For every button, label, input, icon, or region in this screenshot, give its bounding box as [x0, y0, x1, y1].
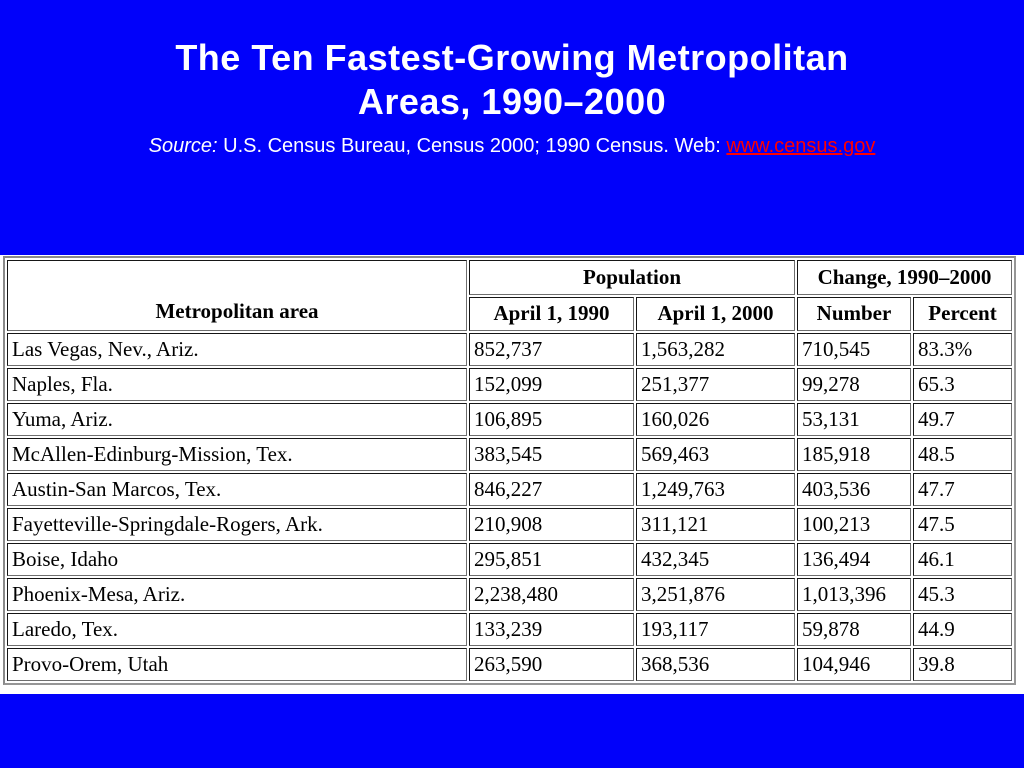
table-row: Las Vegas, Nev., Ariz. 852,737 1,563,282… — [7, 333, 1012, 366]
cell-area: Yuma, Ariz. — [7, 403, 467, 436]
cell-percent: 49.7 — [913, 403, 1012, 436]
cell-pop-2000: 569,463 — [636, 438, 795, 471]
header-sub-row: April 1, 1990 April 1, 2000 Number Perce… — [7, 297, 1012, 331]
header-april-2000: April 1, 2000 — [636, 297, 795, 331]
header-population-group: Population — [469, 260, 795, 295]
cell-pop-2000: 311,121 — [636, 508, 795, 541]
cell-percent: 47.7 — [913, 473, 1012, 506]
cell-pop-1990: 2,238,480 — [469, 578, 634, 611]
cell-area: Provo-Orem, Utah — [7, 648, 467, 681]
header-number: Number — [797, 297, 911, 331]
table-header: Metropolitan area Population Change, 199… — [7, 260, 1012, 331]
table-row: Austin-San Marcos, Tex. 846,227 1,249,76… — [7, 473, 1012, 506]
table-row: McAllen-Edinburg-Mission, Tex. 383,545 5… — [7, 438, 1012, 471]
cell-pop-2000: 368,536 — [636, 648, 795, 681]
title-block: The Ten Fastest-Growing Metropolitan Are… — [0, 0, 1024, 158]
table-band: Metropolitan area Population Change, 199… — [0, 255, 1024, 694]
table-row: Laredo, Tex. 133,239 193,117 59,878 44.9 — [7, 613, 1012, 646]
cell-pop-2000: 1,249,763 — [636, 473, 795, 506]
header-april-1990: April 1, 1990 — [469, 297, 634, 331]
table-row: Yuma, Ariz. 106,895 160,026 53,131 49.7 — [7, 403, 1012, 436]
cell-percent: 46.1 — [913, 543, 1012, 576]
cell-area: Fayetteville-Springdale-Rogers, Ark. — [7, 508, 467, 541]
cell-area: Laredo, Tex. — [7, 613, 467, 646]
cell-area: Las Vegas, Nev., Ariz. — [7, 333, 467, 366]
cell-pop-2000: 160,026 — [636, 403, 795, 436]
cell-pop-1990: 133,239 — [469, 613, 634, 646]
census-table: Metropolitan area Population Change, 199… — [3, 256, 1016, 685]
cell-percent: 48.5 — [913, 438, 1012, 471]
cell-percent: 47.5 — [913, 508, 1012, 541]
header-change-group: Change, 1990–2000 — [797, 260, 1012, 295]
cell-number: 53,131 — [797, 403, 911, 436]
cell-pop-1990: 852,737 — [469, 333, 634, 366]
header-group-row: Metropolitan area Population Change, 199… — [7, 260, 1012, 331]
cell-pop-2000: 193,117 — [636, 613, 795, 646]
cell-pop-1990: 295,851 — [469, 543, 634, 576]
source-line: Source: U.S. Census Bureau, Census 2000;… — [0, 135, 1024, 158]
cell-percent: 39.8 — [913, 648, 1012, 681]
table-row: Boise, Idaho 295,851 432,345 136,494 46.… — [7, 543, 1012, 576]
cell-percent: 45.3 — [913, 578, 1012, 611]
cell-number: 59,878 — [797, 613, 911, 646]
cell-pop-1990: 210,908 — [469, 508, 634, 541]
cell-pop-1990: 152,099 — [469, 368, 634, 401]
cell-number: 136,494 — [797, 543, 911, 576]
header-metro-area: Metropolitan area — [7, 260, 467, 331]
cell-pop-2000: 432,345 — [636, 543, 795, 576]
header-percent: Percent — [913, 297, 1012, 331]
cell-number: 710,545 — [797, 333, 911, 366]
table-row: Provo-Orem, Utah 263,590 368,536 104,946… — [7, 648, 1012, 681]
table-row: Phoenix-Mesa, Ariz. 2,238,480 3,251,876 … — [7, 578, 1012, 611]
cell-area: Naples, Fla. — [7, 368, 467, 401]
page-title: The Ten Fastest-Growing Metropolitan Are… — [0, 36, 1024, 124]
cell-number: 99,278 — [797, 368, 911, 401]
cell-area: McAllen-Edinburg-Mission, Tex. — [7, 438, 467, 471]
cell-pop-2000: 1,563,282 — [636, 333, 795, 366]
cell-pop-1990: 846,227 — [469, 473, 634, 506]
cell-number: 403,536 — [797, 473, 911, 506]
source-text: U.S. Census Bureau, Census 2000; 1990 Ce… — [217, 135, 727, 157]
cell-number: 104,946 — [797, 648, 911, 681]
cell-pop-2000: 3,251,876 — [636, 578, 795, 611]
cell-area: Boise, Idaho — [7, 543, 467, 576]
source-label: Source: — [148, 135, 218, 157]
cell-pop-1990: 383,545 — [469, 438, 634, 471]
cell-area: Phoenix-Mesa, Ariz. — [7, 578, 467, 611]
cell-number: 1,013,396 — [797, 578, 911, 611]
page-title-line2: Areas, 1990–2000 — [357, 81, 667, 122]
cell-area: Austin-San Marcos, Tex. — [7, 473, 467, 506]
table-row: Fayetteville-Springdale-Rogers, Ark. 210… — [7, 508, 1012, 541]
page-title-line1: The Ten Fastest-Growing Metropolitan — [175, 37, 849, 78]
cell-number: 100,213 — [797, 508, 911, 541]
cell-percent: 65.3 — [913, 368, 1012, 401]
cell-percent: 83.3% — [913, 333, 1012, 366]
table-row: Naples, Fla. 152,099 251,377 99,278 65.3 — [7, 368, 1012, 401]
cell-number: 185,918 — [797, 438, 911, 471]
cell-pop-1990: 106,895 — [469, 403, 634, 436]
cell-percent: 44.9 — [913, 613, 1012, 646]
census-link[interactable]: www.census.gov — [726, 135, 876, 157]
table-body: Las Vegas, Nev., Ariz. 852,737 1,563,282… — [7, 333, 1012, 681]
cell-pop-2000: 251,377 — [636, 368, 795, 401]
cell-pop-1990: 263,590 — [469, 648, 634, 681]
